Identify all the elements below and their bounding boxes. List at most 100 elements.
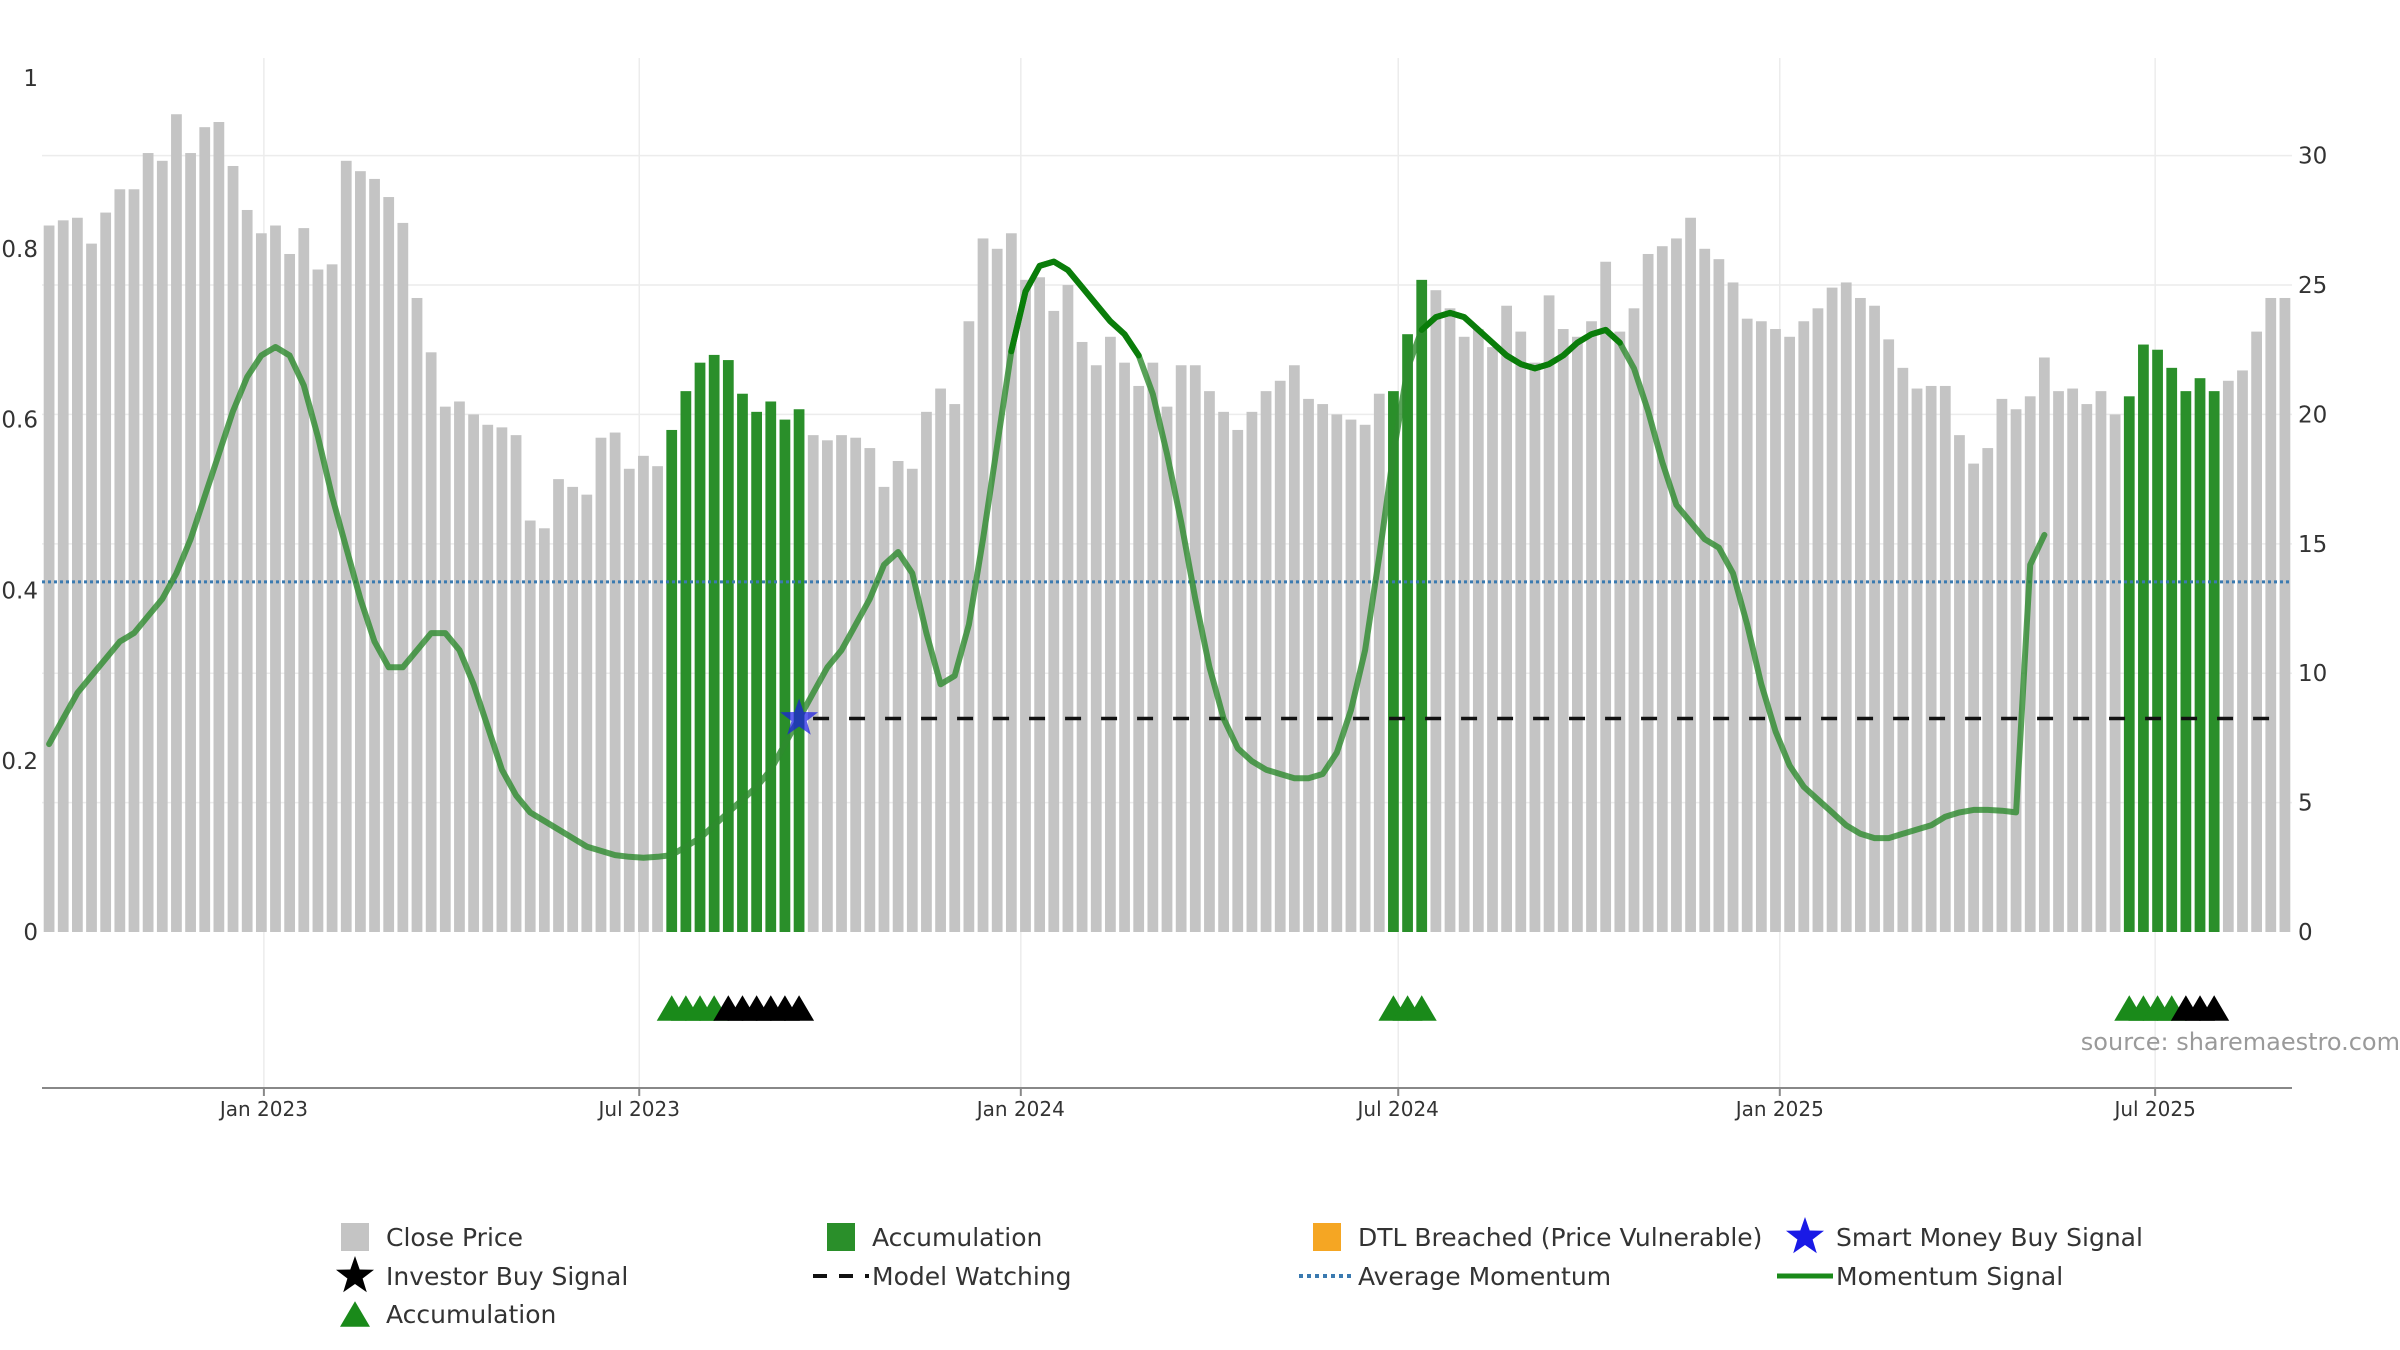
accumulation-bar — [765, 401, 777, 932]
close-price-bar — [1855, 297, 1866, 932]
close-price-bar — [2251, 331, 2262, 932]
close-price-bar — [1034, 277, 1046, 932]
close-price-bar — [2222, 380, 2234, 932]
legend-item-accumulation_bar: Accumulation — [827, 1223, 1042, 1252]
close-price-bar — [2109, 414, 2121, 932]
accumulation-bar — [779, 419, 791, 933]
legend: Close Price Accumulation DTL Breached (Pri… — [336, 1217, 2143, 1329]
close-price-bar — [1628, 308, 1640, 933]
close-price-bar — [935, 388, 946, 933]
close-price-bar — [326, 264, 338, 932]
close-price-bar — [1699, 248, 1711, 933]
source-label: source: sharemaestro.com — [2081, 1028, 2400, 1056]
close-price-bar — [1133, 385, 1145, 932]
close-price-bar — [567, 486, 579, 932]
close-price-bar — [454, 401, 465, 932]
right-tick-label: 5 — [2298, 791, 2313, 817]
legend-label: Momentum Signal — [1836, 1262, 2063, 1291]
right-tick-label: 30 — [2298, 144, 2327, 170]
close-price-bar — [2237, 370, 2248, 932]
close-price-bar — [1600, 261, 1612, 932]
x-tick-label: Jul 2024 — [1356, 1097, 1439, 1121]
accumulation-bar — [680, 391, 692, 933]
close-price-bar — [1274, 380, 1286, 932]
x-tick-label: Jan 2023 — [218, 1097, 308, 1121]
accumulation-bar — [1416, 279, 1428, 932]
accumulation-bar — [2194, 378, 2206, 932]
close-price-bar — [1883, 339, 1895, 933]
left-tick-label: 0 — [23, 920, 38, 946]
close-price-bar — [1501, 305, 1512, 932]
close-price-bar — [1543, 295, 1555, 932]
close-price-bar — [991, 248, 1003, 933]
accumulation-bar — [694, 362, 706, 933]
close-price-bar — [623, 468, 635, 932]
close-price-bar — [270, 225, 281, 932]
close-price-bar — [369, 178, 380, 933]
close-price-bar — [1642, 253, 1654, 932]
close-price-bar — [1557, 329, 1569, 932]
close-price-bar — [1090, 365, 1102, 933]
close-price-bar — [2095, 391, 2107, 933]
x-tick-label: Jan 2024 — [975, 1097, 1065, 1121]
close-price-bar — [864, 448, 876, 932]
close-price-bar — [1317, 404, 1329, 932]
close-price-bar — [1105, 336, 1116, 933]
close-price-bar — [468, 414, 479, 932]
signal-lines — [42, 258, 2292, 861]
right-tick-label: 0 — [2298, 920, 2313, 946]
close-price-bar — [100, 212, 112, 932]
close-price-bar — [1812, 308, 1824, 933]
close-price-bar — [581, 494, 593, 932]
close-price-bar — [171, 114, 182, 933]
left-tick-label: 1 — [23, 66, 38, 92]
close-price-bar — [553, 479, 564, 932]
close-price-bar — [1373, 393, 1385, 933]
close-price-bar — [213, 121, 225, 932]
accumulation-bar — [1402, 334, 1413, 932]
close-price-bar — [284, 253, 296, 932]
close-price-bar — [312, 269, 324, 932]
close-price-bar — [524, 520, 536, 932]
accumulation-triangle — [1406, 995, 1437, 1021]
left-tick-label: 0.2 — [1, 749, 38, 775]
close-price-bar — [1755, 321, 1767, 932]
close-price-bar — [921, 411, 932, 932]
signal-markers — [656, 698, 2230, 1021]
axes: Jan 2023 Jul 2023 Jan 2024 Jul 2024 Jan 2025… — [1, 66, 2327, 1121]
legend-item-average_momentum: Average Momentum — [1299, 1262, 1611, 1291]
legend-swatch — [827, 1223, 855, 1251]
close-price-bar — [1939, 385, 1951, 932]
close-price-bar — [892, 461, 904, 932]
close-price-bar — [255, 233, 267, 933]
close-price-bar — [2038, 357, 2050, 932]
close-price-bar — [1727, 282, 1739, 933]
accumulation-bar — [2180, 391, 2192, 933]
close-price-bar — [142, 153, 154, 933]
close-price-bar — [906, 468, 918, 932]
close-price-bar — [2024, 396, 2036, 932]
close-price-bar — [1005, 233, 1017, 933]
close-price-bar — [1076, 341, 1088, 932]
right-tick-label: 20 — [2298, 402, 2327, 428]
legend-swatch — [336, 1256, 374, 1293]
legend-item-accumulation_triangle: Accumulation — [340, 1300, 556, 1329]
close-price-bar — [355, 171, 366, 932]
close-price-bar — [1925, 385, 1937, 932]
close-price-bar — [1911, 388, 1923, 933]
legend-label: Smart Money Buy Signal — [1836, 1223, 2143, 1252]
close-price-bar — [72, 217, 83, 932]
close-price-bar — [1656, 246, 1668, 932]
close-price-bar — [199, 127, 211, 933]
x-tick-label: Jul 2023 — [597, 1097, 680, 1121]
close-price-bar — [439, 406, 451, 932]
close-price-bar — [1982, 448, 1994, 932]
close-price-bar — [1260, 391, 1272, 933]
close-price-bar — [1303, 398, 1314, 932]
accumulation-bar — [1388, 391, 1399, 933]
close-price-bar — [510, 435, 522, 932]
close-price-bar — [1020, 279, 1031, 932]
close-price-bar — [595, 437, 607, 932]
legend-label: DTL Breached (Price Vulnerable) — [1358, 1223, 1762, 1252]
close-price-bar — [383, 197, 395, 932]
